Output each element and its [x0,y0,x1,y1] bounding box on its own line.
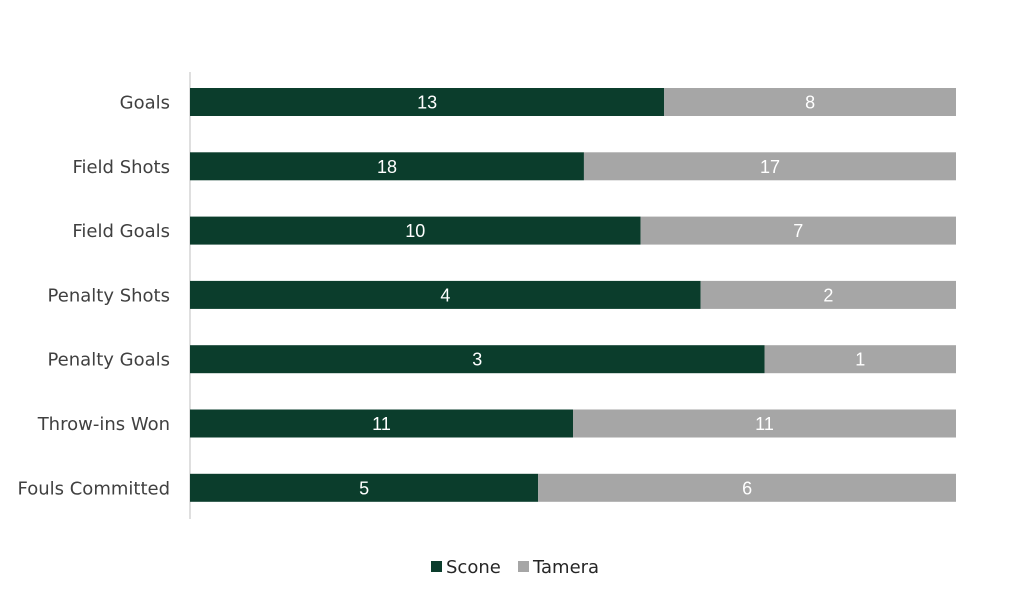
data-label-scone-throw-ins-won: 11 [372,414,391,434]
data-label-scone-fouls-committed: 5 [359,478,369,498]
data-label-tamera-penalty-goals: 1 [855,350,865,370]
bar-tamera-throw-ins-won [573,409,956,438]
data-label-tamera-field-shots: 17 [760,157,780,177]
bar-scone-penalty-goals [190,345,765,374]
data-label-tamera-fouls-committed: 6 [742,478,752,498]
legend: Scone Tamera [431,557,599,578]
category-label-field-goals: Field Goals [72,221,170,242]
data-label-tamera-goals: 8 [805,93,815,113]
bar-tamera-field-goals [640,216,956,245]
data-label-scone-goals: 13 [417,93,437,113]
bar-scone-field-shots [190,152,584,181]
category-label-goals: Goals [120,93,170,114]
bar-scone-goals [190,88,665,116]
data-label-scone-field-shots: 18 [377,157,397,177]
category-label-penalty-shots: Penalty Shots [48,285,170,306]
legend-swatch-scone [431,561,442,572]
data-label-tamera-throw-ins-won: 11 [755,414,774,434]
legend-label-tamera: Tamera [532,557,599,578]
data-label-tamera-field-goals: 7 [793,221,803,241]
bar-tamera-field-shots [583,152,956,181]
bar-tamera-penalty-goals [764,345,956,374]
category-label-penalty-goals: Penalty Goals [47,350,170,371]
bar-tamera-goals [664,88,956,116]
bar-scone-fouls-committed [190,473,539,502]
category-label-throw-ins-won: Throw-ins Won [37,414,170,435]
legend-swatch-tamera [518,561,529,572]
category-labels-group: Goals Field Shots Field Goals Penalty Shots… [18,93,171,500]
bar-scone-field-goals [190,216,641,245]
bar-tamera-penalty-shots [700,280,956,309]
legend-label-scone: Scone [446,557,501,578]
data-label-scone-penalty-shots: 4 [440,285,450,305]
bar-tamera-fouls-committed [538,473,956,502]
data-label-scone-field-goals: 10 [405,221,425,241]
bar-scone-throw-ins-won [190,409,573,438]
data-label-scone-penalty-goals: 3 [472,350,482,370]
bar-scone-penalty-shots [190,280,701,309]
category-label-fouls-committed: Fouls Committed [18,478,171,499]
data-label-tamera-penalty-shots: 2 [823,285,833,305]
category-label-field-shots: Field Shots [72,157,170,178]
